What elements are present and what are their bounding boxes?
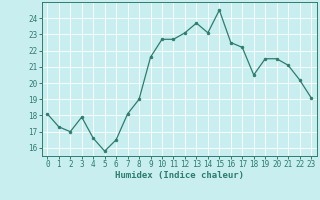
- X-axis label: Humidex (Indice chaleur): Humidex (Indice chaleur): [115, 171, 244, 180]
